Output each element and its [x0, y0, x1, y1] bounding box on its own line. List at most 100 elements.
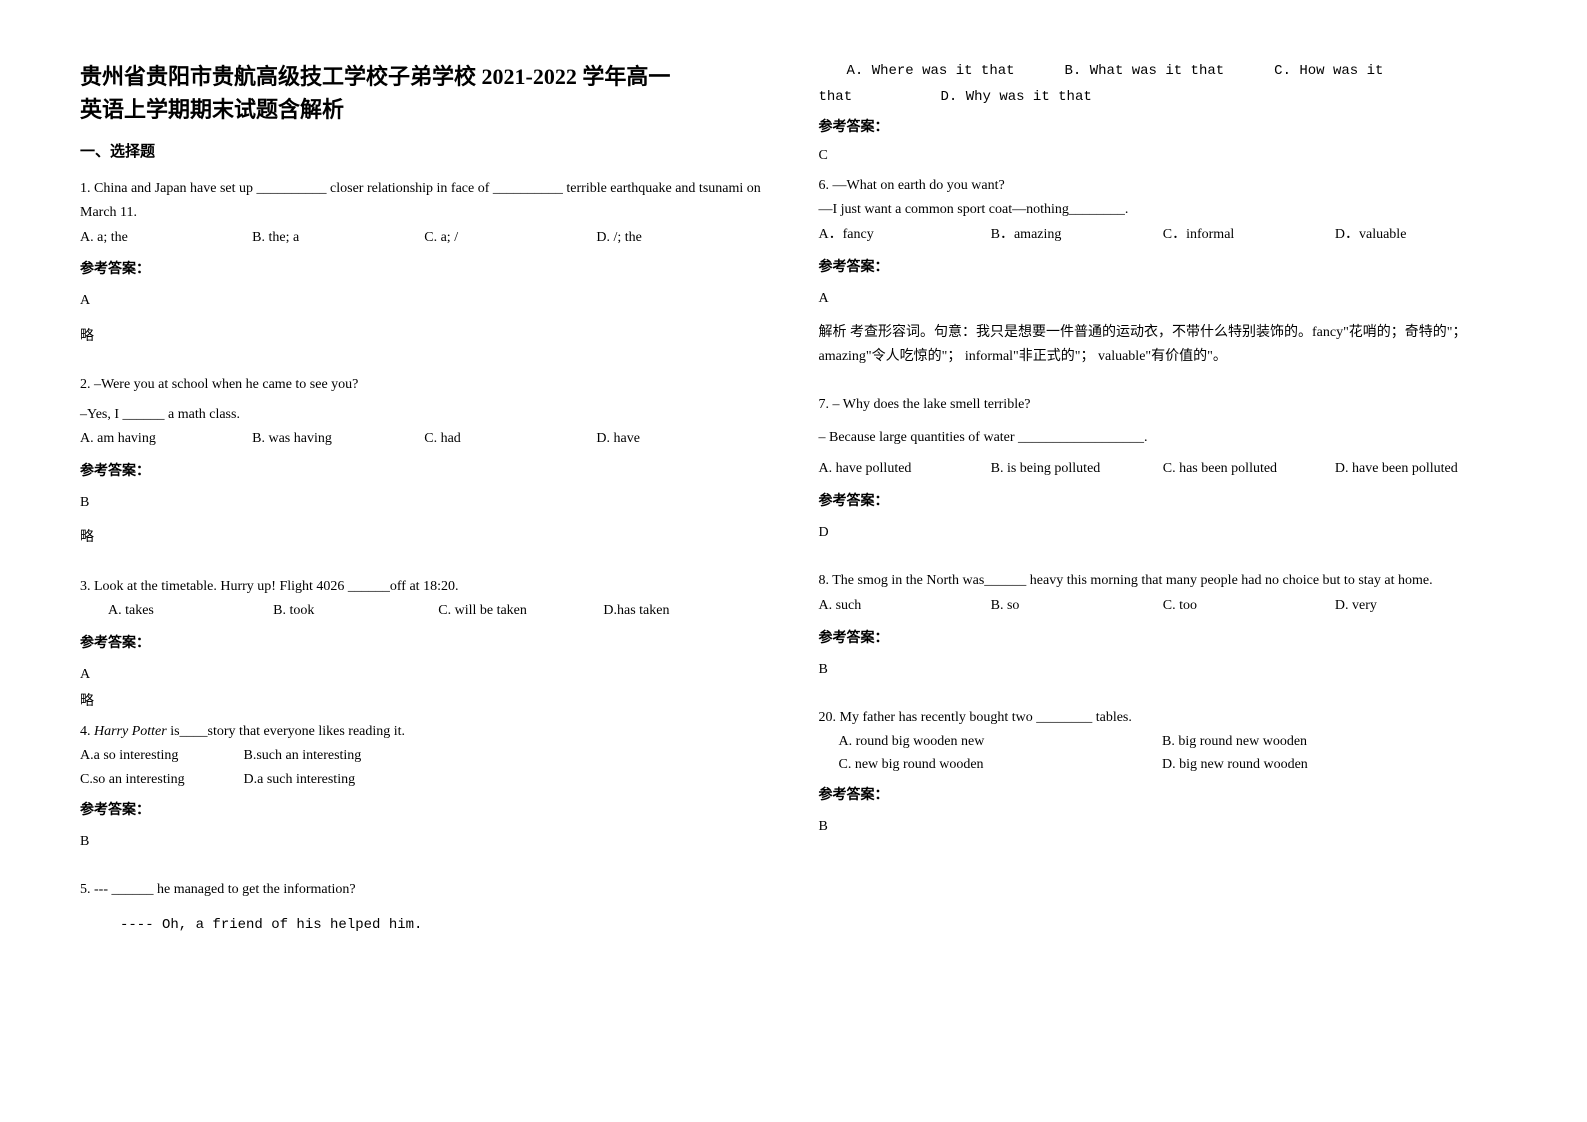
q8-opt-a: A. such — [819, 593, 991, 620]
q2-answer-label: 参考答案： — [80, 459, 769, 484]
q7-text1: 7. – Why does the lake smell terrible? — [819, 393, 1508, 417]
q4-answer: B — [80, 829, 769, 854]
q5-opt-d: D. Why was it that — [941, 89, 1092, 105]
q6-text1: 6. —What on earth do you want? — [819, 174, 1508, 198]
q5-answer-label: 参考答案： — [819, 116, 1508, 136]
q1-answer-label: 参考答案： — [80, 257, 769, 282]
q20-opts-row2: C. new big round wooden D. big new round… — [819, 753, 1508, 777]
q20-answer-label: 参考答案： — [819, 783, 1508, 808]
q20-opt-a: A. round big wooden new — [839, 730, 1159, 754]
q4-opt-d: D.a such interesting — [244, 772, 356, 787]
question-7: 7. – Why does the lake smell terrible? –… — [819, 393, 1508, 556]
q5-opt-a: A. Where was it that — [847, 60, 1015, 84]
q8-opt-c: C. too — [1163, 593, 1335, 620]
q2-options: A. am having B. was having C. had D. hav… — [80, 426, 769, 453]
q6-options: A．fancy B．amazing C．informal D．valuable — [819, 222, 1508, 249]
q3-opt-a: A. takes — [108, 598, 273, 625]
q6-explanation: 解析 考查形容词。句意：我只是想要一件普通的运动衣，不带什么特别装饰的。fanc… — [819, 321, 1508, 369]
q1-note: 略 — [80, 324, 769, 349]
q4-pre: 4. — [80, 724, 94, 739]
q2-note: 略 — [80, 525, 769, 550]
q4-opt-a: A.a so interesting — [80, 744, 240, 768]
q1-text: 1. China and Japan have set up _________… — [80, 177, 769, 225]
q7-opt-a: A. have polluted — [819, 456, 991, 483]
question-6: 6. —What on earth do you want? —I just w… — [819, 174, 1508, 378]
section-header: 一、选择题 — [80, 140, 769, 161]
q8-options: A. such B. so C. too D. very — [819, 593, 1508, 620]
q5-options-row2: that D. Why was it that — [819, 84, 1508, 111]
q6-opt-c: C．informal — [1163, 222, 1335, 249]
q20-opt-d: D. big new round wooden — [1162, 757, 1308, 772]
q5-opt-b: B. What was it that — [1065, 60, 1225, 84]
question-4: 4. Harry Potter is____story that everyon… — [80, 720, 769, 864]
q6-answer-label: 参考答案： — [819, 255, 1508, 280]
q1-answer: A — [80, 288, 769, 313]
q20-text: 20. My father has recently bought two __… — [819, 706, 1508, 730]
q3-opt-b: B. took — [273, 598, 438, 625]
question-1: 1. China and Japan have set up _________… — [80, 177, 769, 359]
q3-opt-c: C. will be taken — [438, 598, 603, 625]
q7-options: A. have polluted B. is being polluted C.… — [819, 456, 1508, 483]
q1-opt-b: B. the; a — [252, 225, 424, 252]
question-5: 5. --- ______ he managed to get the info… — [80, 878, 769, 938]
q4-opts-row1: A.a so interesting B.such an interesting — [80, 744, 769, 768]
q8-answer-label: 参考答案： — [819, 626, 1508, 651]
right-column: A. Where was it that B. What was it that… — [819, 60, 1508, 1062]
question-20: 20. My father has recently bought two __… — [819, 706, 1508, 850]
q4-opt-b: B.such an interesting — [244, 748, 362, 763]
q5-answer: C — [819, 148, 1508, 164]
q4-opts-row2: C.so an interesting D.a such interesting — [80, 768, 769, 792]
q8-opt-d: D. very — [1335, 593, 1507, 620]
q4-post: is____story that everyone likes reading … — [167, 724, 405, 739]
q1-opt-d: D. /; the — [596, 225, 768, 252]
document-title: 贵州省贵阳市贵航高级技工学校子弟学校 2021-2022 学年高一 英语上学期期… — [80, 60, 769, 126]
q6-opt-b: B．amazing — [991, 222, 1163, 249]
title-line-2: 英语上学期期末试题含解析 — [80, 97, 344, 122]
q3-answer: A — [80, 662, 769, 687]
q5-opt-c2: that — [819, 89, 853, 105]
left-column: 贵州省贵阳市贵航高级技工学校子弟学校 2021-2022 学年高一 英语上学期期… — [80, 60, 769, 1062]
q4-opt-c: C.so an interesting — [80, 768, 240, 792]
q2-answer: B — [80, 490, 769, 515]
q20-opt-b: B. big round new wooden — [1162, 734, 1307, 749]
q5-opt-c: C. How was it — [1274, 60, 1383, 84]
q4-italic: Harry Potter — [94, 724, 167, 739]
q7-answer-label: 参考答案： — [819, 489, 1508, 514]
q7-opt-c: C. has been polluted — [1163, 456, 1335, 483]
q3-options: A. takes B. took C. will be taken D.has … — [80, 598, 769, 625]
q2-text2: –Yes, I ______ a math class. — [80, 403, 769, 427]
q6-opt-d: D．valuable — [1335, 222, 1507, 249]
q8-text: 8. The smog in the North was______ heavy… — [819, 569, 1508, 593]
q3-note: 略 — [80, 689, 769, 714]
q1-options: A. a; the B. the; a C. a; / D. /; the — [80, 225, 769, 252]
title-line-1: 贵州省贵阳市贵航高级技工学校子弟学校 2021-2022 学年高一 — [80, 64, 670, 89]
q3-answer-label: 参考答案： — [80, 631, 769, 656]
q3-opt-d: D.has taken — [603, 598, 768, 625]
q6-text2: —I just want a common sport coat—nothing… — [819, 198, 1508, 222]
q6-answer: A — [819, 286, 1508, 311]
q4-answer-label: 参考答案： — [80, 798, 769, 823]
question-2: 2. –Were you at school when he came to s… — [80, 373, 769, 561]
q5-text2: ---- Oh, a friend of his helped him. — [80, 912, 769, 939]
q6-opt-a: A．fancy — [819, 222, 991, 249]
q7-text2: – Because large quantities of water ____… — [819, 426, 1508, 450]
q3-text: 3. Look at the timetable. Hurry up! Flig… — [80, 575, 769, 599]
q20-opts-row1: A. round big wooden new B. big round new… — [819, 730, 1508, 754]
q7-opt-d: D. have been polluted — [1335, 456, 1507, 483]
q2-opt-d: D. have — [596, 426, 768, 453]
q2-text1: 2. –Were you at school when he came to s… — [80, 373, 769, 397]
q5-options-row1: A. Where was it that B. What was it that… — [819, 60, 1508, 84]
q2-opt-a: A. am having — [80, 426, 252, 453]
question-8: 8. The smog in the North was______ heavy… — [819, 569, 1508, 692]
q1-opt-a: A. a; the — [80, 225, 252, 252]
q8-answer: B — [819, 657, 1508, 682]
q20-opt-c: C. new big round wooden — [839, 753, 1159, 777]
q7-answer: D — [819, 520, 1508, 545]
q2-opt-b: B. was having — [252, 426, 424, 453]
q7-opt-b: B. is being polluted — [991, 456, 1163, 483]
q5-text1: 5. --- ______ he managed to get the info… — [80, 878, 769, 902]
q2-opt-c: C. had — [424, 426, 596, 453]
q20-answer: B — [819, 814, 1508, 839]
q1-opt-c: C. a; / — [424, 225, 596, 252]
question-3: 3. Look at the timetable. Hurry up! Flig… — [80, 575, 769, 717]
